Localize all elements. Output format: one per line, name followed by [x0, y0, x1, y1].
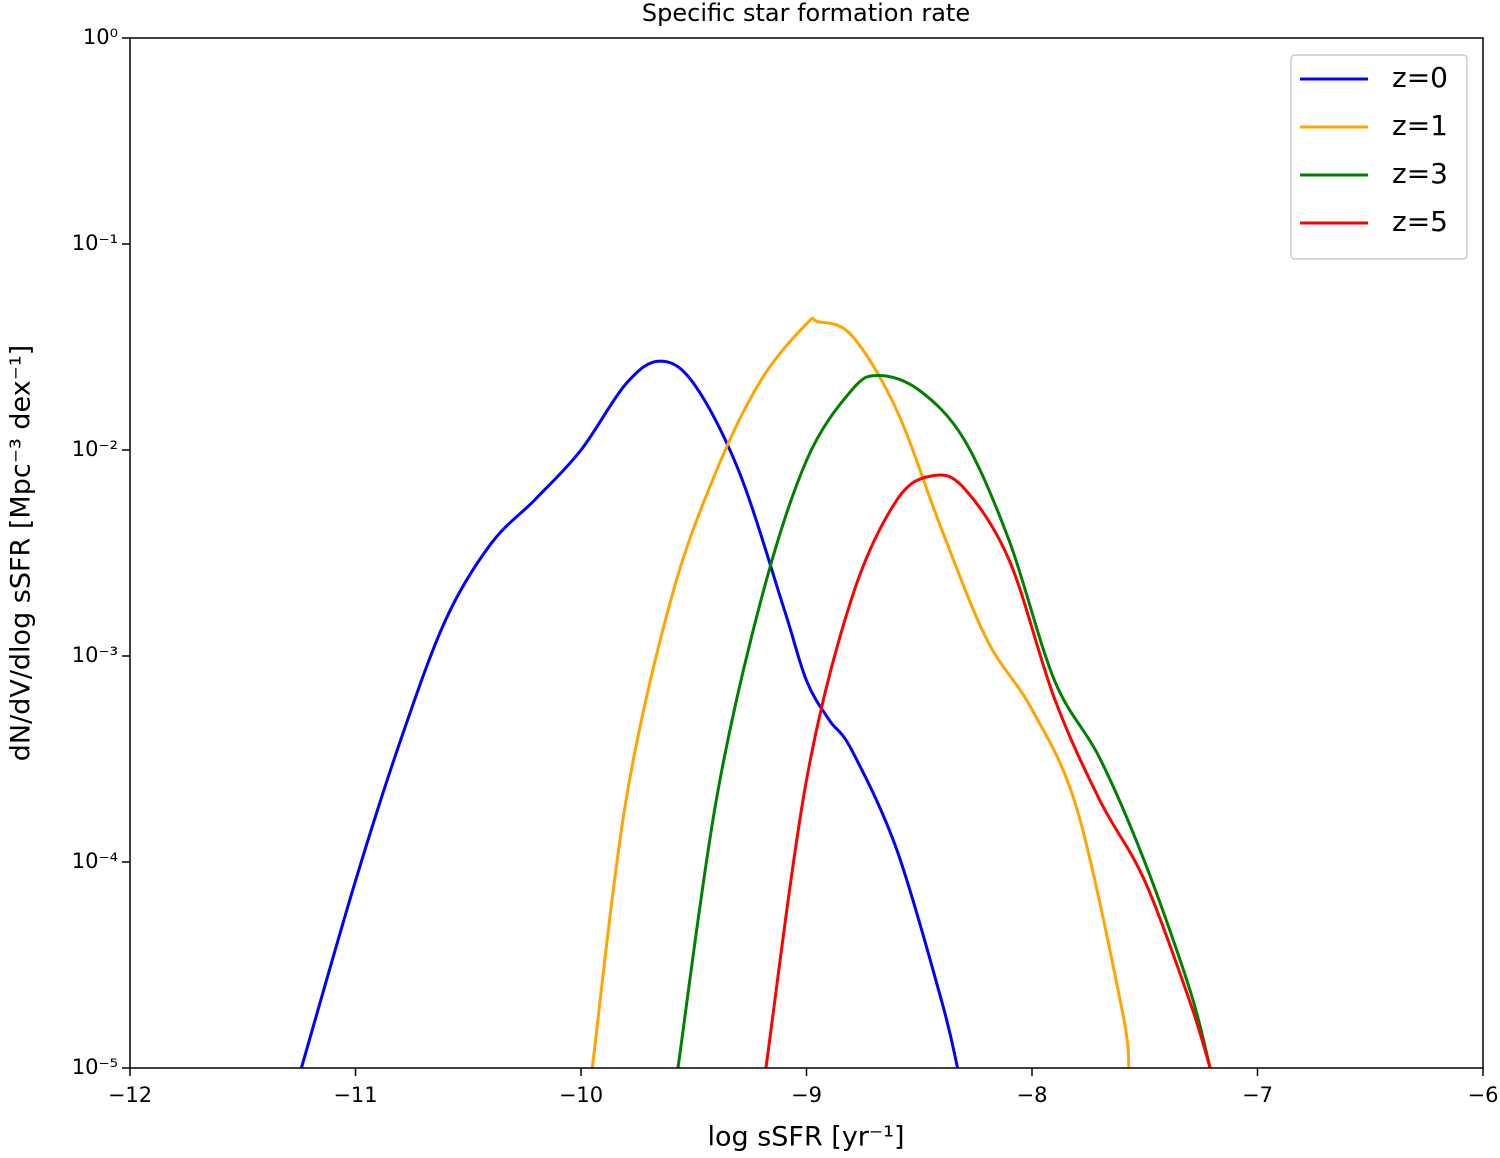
series-line [764, 473, 1212, 1068]
x-tick-label: −12 [108, 1083, 152, 1107]
legend-label: z=0 [1392, 61, 1448, 94]
y-tick-label: 10⁻² [72, 437, 118, 461]
y-axis-label: dN/dV/dlog sSFR [Mpc⁻³ dex⁻¹] [6, 345, 37, 761]
legend-label: z=3 [1392, 157, 1448, 190]
x-tick-label: −10 [559, 1083, 603, 1107]
legend-label: z=5 [1392, 205, 1448, 238]
x-tick-label: −8 [1017, 1083, 1048, 1107]
x-tick-label: −6 [1468, 1083, 1499, 1107]
y-tick-label: 10⁻⁴ [72, 849, 118, 873]
x-tick-label: −11 [333, 1083, 377, 1107]
y-tick-label: 10⁰ [83, 25, 118, 49]
y-tick-label: 10⁻³ [72, 643, 118, 667]
y-tick-label: 10⁻⁵ [72, 1055, 118, 1079]
x-tick-label: −7 [1242, 1083, 1273, 1107]
y-tick-label: 10⁻¹ [72, 231, 118, 255]
series-line [590, 316, 1131, 1068]
legend-box [1290, 54, 1468, 260]
legend-label: z=1 [1392, 109, 1448, 142]
x-axis-label: log sSFR [yr⁻¹] [707, 1122, 904, 1153]
series-line [676, 373, 1212, 1068]
plot-lines [299, 316, 1212, 1068]
plot-frame [129, 37, 1484, 1069]
chart-title: Specific star formation rate [642, 0, 970, 27]
series-line [299, 359, 960, 1068]
x-tick-label: −9 [791, 1083, 822, 1107]
